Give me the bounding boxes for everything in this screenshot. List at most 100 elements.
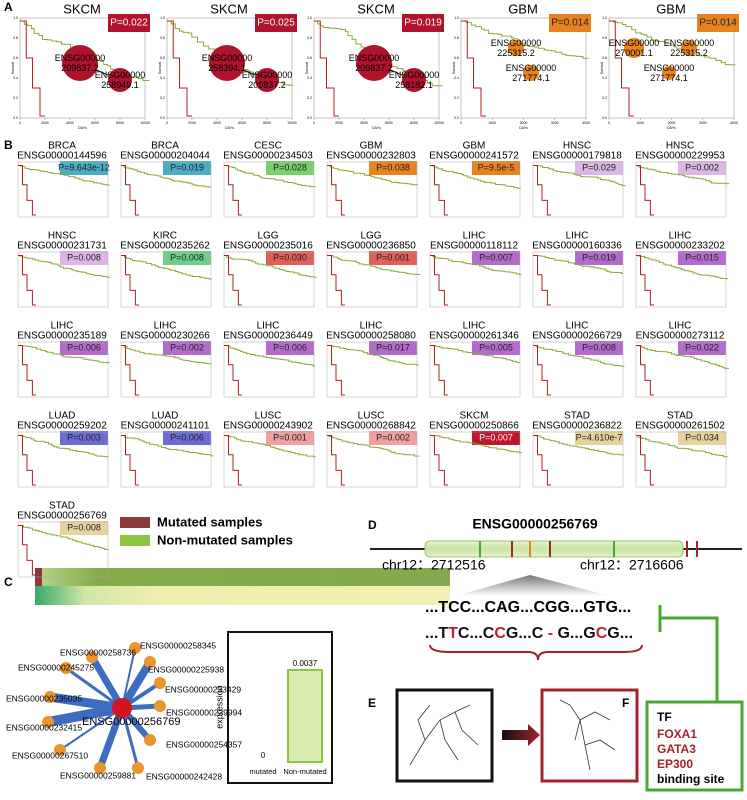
cancer-label: BRCA xyxy=(151,141,179,152)
survival-curve xyxy=(430,345,521,364)
structure-box xyxy=(395,688,494,783)
axis-frame xyxy=(326,431,418,488)
gene-bubble xyxy=(62,45,98,81)
p-value: P=0.006 xyxy=(67,342,101,352)
gene-bubble xyxy=(523,65,539,81)
heatmap-row xyxy=(35,568,450,586)
p-value: P=0.030 xyxy=(273,252,307,262)
sequence-part: G...G xyxy=(553,625,596,642)
p-value: P=0.003 xyxy=(67,432,101,442)
panel-letter: F xyxy=(622,696,629,710)
p-value: P=9.643e-12 xyxy=(58,162,110,172)
network-edge xyxy=(65,666,123,710)
gene-label: ENSG00000236850 xyxy=(326,241,416,252)
y-axis-label: Survival xyxy=(305,62,309,75)
x-axis-label: DAYs xyxy=(225,126,234,130)
x-tick-label: 1000 xyxy=(636,121,644,125)
cancer-label: BRCA xyxy=(48,141,76,152)
axis-frame xyxy=(532,251,624,308)
x-tick-label: 0 xyxy=(19,121,21,125)
p-value-box xyxy=(108,14,150,32)
gene-bubble xyxy=(255,68,279,92)
sequence-part: G...C xyxy=(506,625,548,642)
tf-name: EP300 xyxy=(657,757,693,771)
network-edge xyxy=(59,707,123,751)
network-edge xyxy=(96,706,126,770)
legend-swatch xyxy=(120,517,150,528)
survival-curve xyxy=(121,345,139,396)
axis-frame xyxy=(166,17,293,119)
survival-curve xyxy=(327,435,345,486)
x-tick-label: 10000 xyxy=(287,121,297,125)
survival-curve xyxy=(327,165,345,216)
x-axis-label: DAYs xyxy=(667,126,676,130)
node-label: ENSG00000242428 xyxy=(146,771,222,781)
survival-curve xyxy=(18,255,111,278)
y-tick-label: 0.8 xyxy=(307,36,312,40)
p-value: P=0.038 xyxy=(376,162,410,172)
node-label: ENSG00000245275 xyxy=(18,662,94,672)
survival-curve xyxy=(533,435,625,456)
survival-curve xyxy=(636,345,729,369)
survival-curve xyxy=(121,165,212,188)
gene-label: ENSG00000268842 xyxy=(326,421,416,432)
axis-frame xyxy=(429,341,521,398)
gene-label: ENSG00000241572 xyxy=(429,151,519,162)
x-tick-label: 0 xyxy=(460,121,462,125)
axis-frame xyxy=(532,341,624,398)
gene-label: ENSG00000 271774.1 xyxy=(506,63,557,83)
cancer-label: LUSC xyxy=(255,411,282,422)
y-tick-label: 0.8 xyxy=(160,36,165,40)
sequence: ...TTC...CCG...C - G...GCG... xyxy=(425,625,633,642)
gene-label: ENSG00000234503 xyxy=(223,151,313,162)
gene-bubble xyxy=(681,40,697,56)
x-tick-label: 2000 xyxy=(188,121,196,125)
sequence-part: G... xyxy=(607,625,633,642)
cancer-label: LIHC xyxy=(669,231,692,242)
gene-bubble xyxy=(108,68,132,92)
cancer-label: CESC xyxy=(254,141,282,152)
gene-bubble xyxy=(624,38,644,58)
gene-bubble xyxy=(356,45,392,81)
p-value-box xyxy=(60,431,108,445)
p-value: P=0.005 xyxy=(479,342,513,352)
p-value: P=0.019 xyxy=(404,18,442,29)
x-tick-label: 6000 xyxy=(238,121,246,125)
plot-title: GBM xyxy=(656,1,686,16)
gene-label: ENSG00000261346 xyxy=(429,331,519,342)
axis-frame xyxy=(120,341,212,398)
p-value: P=0.019 xyxy=(170,162,204,172)
gene-label: ENSG00000 258394.1 xyxy=(202,53,253,73)
axis-frame xyxy=(313,17,440,119)
gene-label: ENSG00000236449 xyxy=(223,331,313,342)
y-axis-label: Survival xyxy=(158,62,162,75)
network-edge xyxy=(47,703,123,727)
p-value: P=0.025 xyxy=(257,18,295,29)
gene-label: ENSG00000 225315.2 xyxy=(664,38,715,58)
panel-letter: D xyxy=(368,518,377,532)
x-tick-label: 0 xyxy=(313,121,315,125)
axis-frame xyxy=(635,341,727,398)
node-label: ENSG00000258736 xyxy=(60,647,136,657)
zoom-cone xyxy=(455,575,610,596)
network-node xyxy=(129,642,141,654)
coordinate: chr12：2712516 xyxy=(382,557,486,573)
survival-curve xyxy=(533,345,625,367)
hub-label: ENSG00000256769 xyxy=(82,716,180,728)
p-value: P=0.015 xyxy=(685,252,719,262)
y-tick-label: 0.2 xyxy=(602,96,607,100)
p-value-box xyxy=(472,431,520,445)
axis-frame xyxy=(17,431,109,488)
survival-curve xyxy=(18,165,110,186)
x-tick-label: 8000 xyxy=(116,121,124,125)
x-tick-label: 4000 xyxy=(66,121,74,125)
x-tick-label: 8000 xyxy=(410,121,418,125)
p-value: P=0.028 xyxy=(273,162,307,172)
p-value: P=0.029 xyxy=(582,162,616,172)
survival-curve xyxy=(121,345,212,365)
cancer-label: LIHC xyxy=(566,231,589,242)
survival-curve xyxy=(224,255,242,306)
y-axis-label: Survival xyxy=(600,62,604,75)
network-hub xyxy=(112,698,132,718)
survival-curve xyxy=(430,435,523,454)
